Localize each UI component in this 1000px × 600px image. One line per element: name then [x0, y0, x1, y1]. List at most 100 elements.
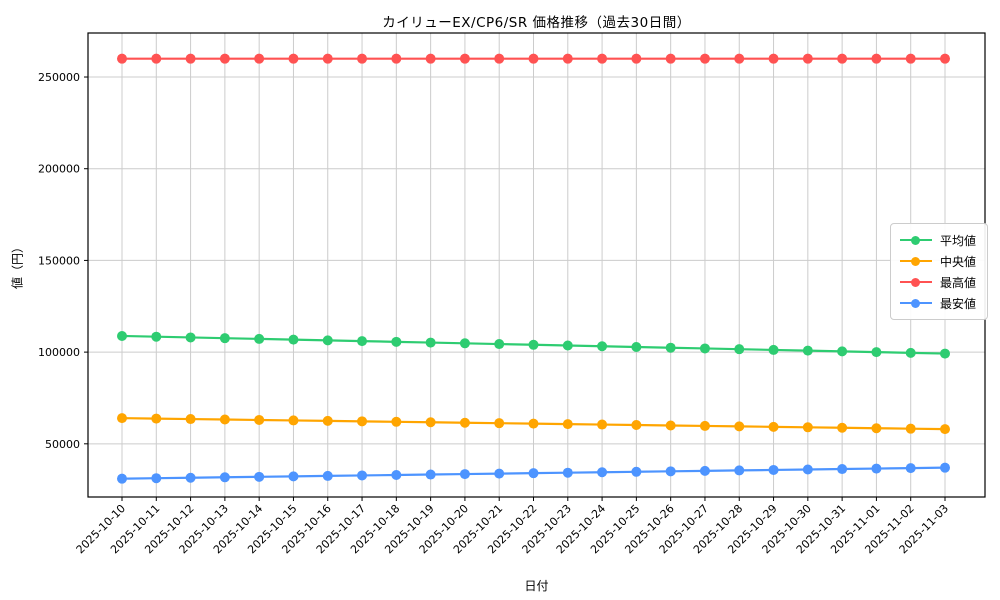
data-point-min	[905, 463, 916, 474]
data-point-median	[940, 424, 950, 435]
data-point-median	[117, 413, 127, 424]
data-point-average	[357, 336, 368, 347]
data-point-min	[597, 467, 608, 478]
data-point-average	[425, 337, 436, 348]
data-point-min	[494, 468, 505, 479]
data-point-max	[459, 53, 470, 64]
data-point-median	[151, 413, 162, 424]
data-point-average	[597, 341, 608, 352]
data-point-average	[802, 345, 813, 356]
data-point-max	[528, 53, 539, 64]
data-point-min	[151, 473, 162, 484]
y-tick-label: 200000	[38, 163, 80, 176]
data-point-average	[940, 348, 950, 359]
data-point-max	[254, 53, 265, 64]
legend-item-average: 平均値	[899, 232, 976, 248]
data-point-median	[357, 416, 368, 427]
data-point-max	[631, 53, 642, 64]
data-point-average	[322, 335, 333, 346]
data-point-max	[494, 53, 505, 64]
data-point-median	[734, 421, 745, 432]
legend-marker-max	[899, 277, 932, 288]
data-point-median	[871, 423, 882, 434]
data-point-max	[562, 53, 573, 64]
data-point-max	[117, 53, 127, 64]
data-point-min	[940, 462, 950, 473]
legend-item-min: 最安値	[899, 295, 976, 311]
data-point-min	[734, 465, 745, 476]
data-point-median	[665, 420, 676, 431]
data-point-median	[254, 414, 265, 425]
data-point-min	[117, 473, 127, 484]
data-point-median	[699, 420, 710, 431]
data-point-min	[871, 463, 882, 474]
data-point-average	[254, 333, 265, 344]
data-point-median	[425, 417, 436, 428]
data-point-average	[905, 347, 916, 358]
y-tick-label: 100000	[38, 346, 80, 359]
legend-label-average: 平均値	[939, 233, 976, 248]
data-point-median	[802, 422, 813, 433]
data-point-max	[665, 53, 676, 64]
data-point-median	[528, 418, 539, 429]
data-point-median	[185, 414, 196, 425]
data-point-average	[185, 332, 196, 343]
data-point-average	[837, 346, 848, 357]
chart-title: カイリューEX/CP6/SR 価格推移（過去30日間）	[382, 15, 691, 31]
data-point-median	[768, 421, 779, 432]
data-point-average	[391, 336, 402, 347]
data-point-max	[151, 53, 162, 64]
data-point-median	[322, 415, 333, 426]
data-point-max	[185, 53, 196, 64]
data-point-max	[734, 53, 745, 64]
data-point-average	[871, 347, 882, 358]
data-point-average	[288, 334, 299, 345]
legend-marker-average	[899, 235, 932, 246]
data-point-median	[391, 416, 402, 427]
data-point-min	[288, 471, 299, 482]
data-point-average	[219, 333, 230, 344]
y-tick-label: 50000	[45, 438, 80, 451]
data-point-min	[802, 464, 813, 475]
data-point-min	[699, 465, 710, 476]
data-point-max	[219, 53, 230, 64]
data-point-max	[802, 53, 813, 64]
data-point-min	[357, 470, 368, 481]
data-point-average	[768, 344, 779, 355]
data-point-average	[631, 341, 642, 352]
data-point-median	[562, 419, 573, 430]
y-tick-label: 150000	[38, 254, 80, 267]
data-point-min	[528, 468, 539, 479]
data-point-median	[494, 418, 505, 429]
data-point-max	[425, 53, 436, 64]
data-point-average	[734, 344, 745, 355]
legend-label-max: 最高値	[939, 275, 976, 290]
data-point-max	[940, 53, 950, 64]
data-point-max	[322, 53, 333, 64]
data-point-min	[219, 472, 230, 483]
legend-item-max: 最高値	[899, 274, 976, 290]
data-point-average	[459, 338, 470, 349]
data-point-min	[837, 464, 848, 475]
data-point-max	[699, 53, 710, 64]
data-point-max	[288, 53, 299, 64]
legend-marker-median	[899, 256, 932, 267]
data-point-median	[288, 415, 299, 426]
data-point-max	[391, 53, 402, 64]
data-point-min	[768, 464, 779, 475]
data-point-median	[459, 417, 470, 428]
legend: 平均値 中央値 最高値 最安値	[889, 223, 988, 320]
data-point-average	[151, 331, 162, 342]
data-point-min	[322, 470, 333, 481]
data-point-min	[254, 471, 265, 482]
data-point-min	[391, 469, 402, 480]
data-point-median	[219, 414, 230, 425]
data-point-average	[494, 339, 505, 350]
data-point-average	[665, 342, 676, 353]
legend-marker-min	[899, 298, 932, 309]
data-point-min	[459, 469, 470, 480]
data-point-median	[837, 422, 848, 433]
y-axis-label: 値（円）	[10, 240, 25, 290]
data-point-min	[631, 466, 642, 477]
